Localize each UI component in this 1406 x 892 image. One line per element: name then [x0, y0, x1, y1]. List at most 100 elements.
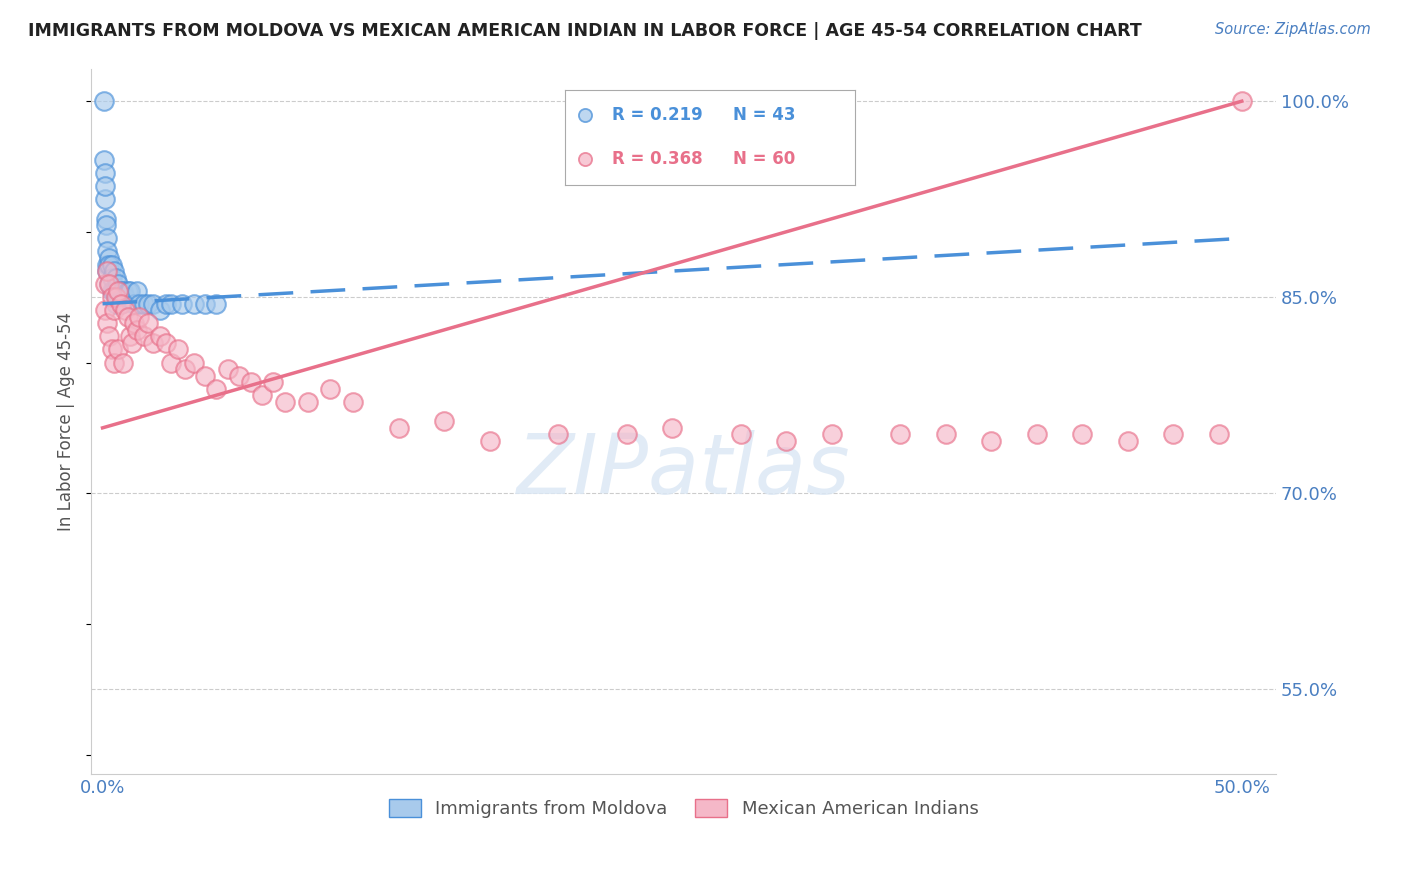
- Point: [1208, 427, 1230, 442]
- Point: [105, 290, 128, 304]
- Point: [105, 296, 128, 310]
- Point: [125, 284, 148, 298]
- Point: [217, 362, 239, 376]
- Text: Source: ZipAtlas.com: Source: ZipAtlas.com: [1215, 22, 1371, 37]
- Point: [478, 434, 501, 448]
- Point: [155, 335, 177, 350]
- Point: [297, 394, 319, 409]
- Point: [121, 335, 143, 350]
- Point: [94, 166, 117, 180]
- Point: [118, 329, 141, 343]
- Point: [117, 284, 139, 298]
- Point: [136, 296, 159, 310]
- Point: [388, 421, 411, 435]
- Point: [93, 94, 115, 108]
- Point: [125, 323, 148, 337]
- Point: [661, 421, 683, 435]
- Point: [194, 368, 217, 383]
- Text: ZIPatlas: ZIPatlas: [517, 430, 851, 511]
- Point: [94, 303, 117, 318]
- Point: [128, 310, 150, 324]
- Point: [98, 251, 121, 265]
- Point: [124, 316, 146, 330]
- Legend: Immigrants from Moldova, Mexican American Indians: Immigrants from Moldova, Mexican America…: [381, 791, 986, 825]
- Point: [124, 296, 146, 310]
- Point: [1163, 427, 1185, 442]
- Point: [1116, 434, 1139, 448]
- Point: [96, 264, 118, 278]
- Point: [98, 329, 121, 343]
- Point: [160, 355, 183, 369]
- Point: [1025, 427, 1047, 442]
- Point: [1071, 427, 1094, 442]
- Point: [547, 427, 569, 442]
- Point: [98, 258, 121, 272]
- Point: [96, 244, 118, 259]
- Point: [100, 270, 122, 285]
- Point: [128, 296, 150, 310]
- Point: [980, 434, 1002, 448]
- Point: [94, 219, 117, 233]
- Point: [239, 375, 262, 389]
- Point: [100, 258, 122, 272]
- Point: [136, 316, 159, 330]
- Y-axis label: In Labor Force | Age 45-54: In Labor Force | Age 45-54: [58, 312, 75, 531]
- Point: [114, 290, 136, 304]
- Point: [160, 296, 183, 310]
- Point: [155, 296, 177, 310]
- Point: [112, 284, 135, 298]
- Point: [118, 284, 141, 298]
- Point: [142, 335, 165, 350]
- Point: [228, 368, 250, 383]
- Point: [117, 310, 139, 324]
- Point: [183, 355, 205, 369]
- Point: [205, 382, 228, 396]
- Point: [103, 284, 125, 298]
- Point: [173, 362, 195, 376]
- Point: [274, 394, 297, 409]
- Point: [775, 434, 797, 448]
- Point: [98, 277, 121, 292]
- Point: [110, 296, 132, 310]
- Point: [96, 231, 118, 245]
- Point: [103, 355, 125, 369]
- Point: [433, 414, 456, 428]
- Point: [96, 258, 118, 272]
- Point: [100, 343, 122, 357]
- Point: [889, 427, 911, 442]
- Point: [94, 277, 117, 292]
- Point: [172, 296, 194, 310]
- Point: [96, 316, 118, 330]
- Point: [142, 296, 165, 310]
- Point: [103, 303, 125, 318]
- Point: [94, 192, 117, 206]
- Point: [98, 277, 121, 292]
- Point: [262, 375, 284, 389]
- Point: [107, 277, 129, 292]
- Point: [616, 427, 638, 442]
- Point: [114, 303, 136, 318]
- Point: [93, 153, 115, 167]
- Point: [107, 343, 129, 357]
- Text: IMMIGRANTS FROM MOLDOVA VS MEXICAN AMERICAN INDIAN IN LABOR FORCE | AGE 45-54 CO: IMMIGRANTS FROM MOLDOVA VS MEXICAN AMERI…: [28, 22, 1142, 40]
- Point: [94, 179, 117, 194]
- Point: [100, 290, 122, 304]
- Point: [148, 303, 170, 318]
- Point: [821, 427, 844, 442]
- Point: [342, 394, 364, 409]
- Point: [194, 296, 217, 310]
- Point: [110, 284, 132, 298]
- Point: [96, 264, 118, 278]
- Point: [935, 427, 957, 442]
- Point: [1230, 94, 1253, 108]
- Point: [110, 296, 132, 310]
- Point: [205, 296, 228, 310]
- Point: [319, 382, 342, 396]
- Point: [132, 296, 155, 310]
- Point: [148, 329, 170, 343]
- Point: [183, 296, 205, 310]
- Point: [250, 388, 273, 402]
- Point: [166, 343, 188, 357]
- Point: [107, 290, 129, 304]
- Point: [132, 329, 155, 343]
